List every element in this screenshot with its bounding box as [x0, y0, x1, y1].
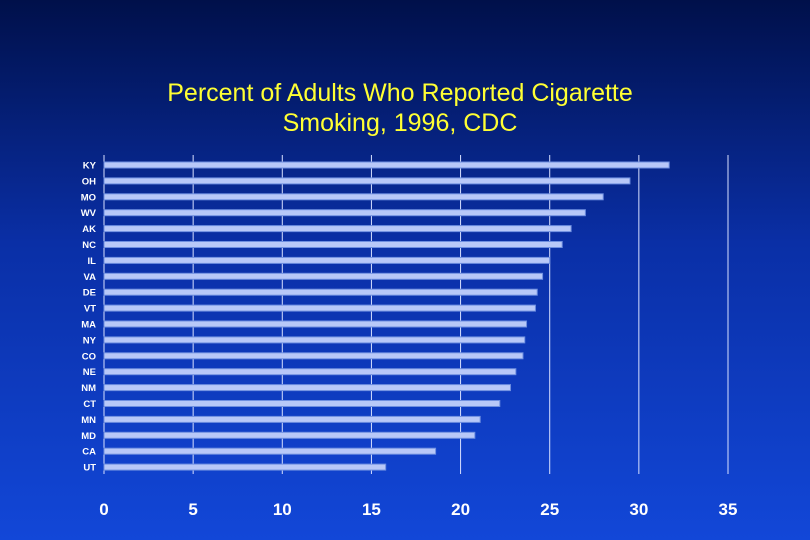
x-tick-label: 0 — [99, 500, 108, 519]
tick-label-layer: 0 5 10 15 20 25 30 35 — [99, 500, 737, 519]
bar-ne — [103, 368, 517, 376]
chart-title-line-1: Percent of Adults Who Reported Cigarette — [167, 79, 633, 107]
category-label-nm: NM — [81, 383, 96, 394]
bar-md — [103, 431, 476, 439]
category-label-co: CO — [82, 351, 96, 362]
category-label-layer: KY OH MO WV AK NC IL VA DE VT MA NY CO NE NM CT MN MD CA UT — [81, 161, 97, 474]
bar-nm — [103, 384, 511, 392]
bar-ct — [103, 400, 501, 407]
bar-va — [103, 272, 544, 280]
bar-oh — [103, 177, 631, 185]
category-label-ny: NY — [83, 335, 97, 346]
x-tick-label: 35 — [719, 500, 738, 519]
category-label-ak: AK — [82, 224, 96, 235]
category-label-il: IL — [88, 256, 97, 267]
x-tick-label: 20 — [451, 500, 470, 519]
category-label-oh: OH — [82, 176, 96, 187]
bar-vt — [103, 304, 536, 312]
x-tick-label: 25 — [540, 500, 559, 519]
x-tick-label: 30 — [629, 500, 648, 519]
bar-ky — [103, 161, 670, 169]
x-tick-label: 15 — [362, 500, 381, 519]
category-label-ut: UT — [83, 463, 96, 474]
category-label-ne: NE — [83, 367, 96, 378]
bar-co — [103, 352, 524, 360]
bar-ut — [103, 463, 387, 471]
bar-layer — [103, 161, 670, 471]
category-label-ma: MA — [81, 320, 96, 331]
bar-wv — [103, 209, 586, 217]
bar-mn — [103, 415, 481, 423]
category-label-de: DE — [83, 288, 96, 299]
bar-ca — [103, 447, 437, 455]
category-label-wv: WV — [81, 208, 97, 219]
bar-ma — [103, 320, 528, 328]
chart-title-line-2: Smoking, 1996, CDC — [282, 109, 518, 137]
bar-nc — [103, 241, 563, 248]
category-label-mn: MN — [81, 415, 96, 426]
category-label-ca: CA — [82, 447, 96, 458]
x-tick-label: 5 — [188, 500, 197, 519]
bar-mo — [103, 193, 604, 201]
bar-il — [103, 256, 551, 264]
category-label-vt: VT — [84, 304, 96, 315]
category-label-md: MD — [81, 431, 96, 442]
category-label-ky: KY — [83, 161, 97, 172]
grid-layer — [103, 155, 729, 474]
category-label-va: VA — [84, 272, 97, 283]
bar-de — [103, 288, 538, 296]
bar-ak — [103, 225, 572, 233]
category-label-ct: CT — [83, 399, 96, 410]
category-label-mo: MO — [81, 192, 96, 203]
x-tick-label: 10 — [273, 500, 292, 519]
bar-ny — [103, 336, 526, 344]
chart-title: Percent of Adults Who Reported Cigarette… — [0, 78, 800, 138]
category-label-nc: NC — [82, 240, 96, 251]
